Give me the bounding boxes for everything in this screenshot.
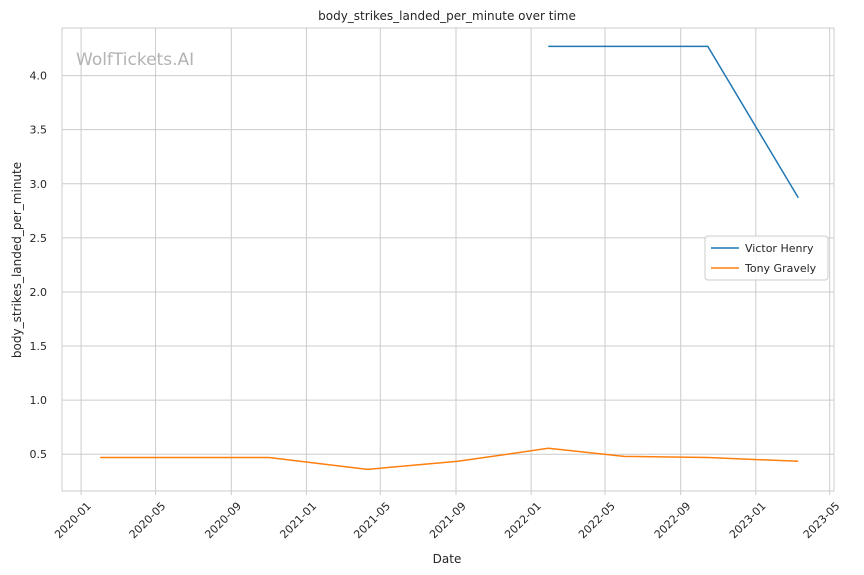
series-line-1 bbox=[100, 447, 799, 471]
grid bbox=[62, 28, 834, 495]
y-tick-label: 3.5 bbox=[30, 124, 48, 137]
y-tick-label: 1.5 bbox=[30, 340, 48, 353]
legend: Victor Henry Tony Gravely bbox=[704, 235, 829, 281]
chart-title: body_strikes_landed_per_minute over time bbox=[318, 9, 576, 23]
y-axis-title: body_strikes_landed_per_minute bbox=[10, 162, 24, 358]
y-tick-label: 4.0 bbox=[30, 70, 48, 83]
y-tick-label: 0.5 bbox=[30, 448, 48, 461]
watermark: WolfTickets.AI bbox=[76, 50, 194, 70]
series-line-0 bbox=[548, 45, 799, 199]
x-axis-title: Date bbox=[433, 552, 462, 566]
series-layer bbox=[100, 45, 799, 471]
y-tick-label: 2.0 bbox=[30, 286, 48, 299]
y-tick-label: 3.0 bbox=[30, 178, 48, 191]
legend-label: Tony Gravely bbox=[744, 262, 817, 275]
legend-label: Victor Henry bbox=[745, 242, 814, 255]
legend-box bbox=[704, 235, 829, 281]
y-tick-label: 2.5 bbox=[30, 232, 48, 245]
plot-frame bbox=[61, 27, 835, 492]
y-tick-labels: 0.5 1.0 1.5 2.0 2.5 3.0 3.5 4.0 bbox=[30, 70, 48, 462]
y-tick-label: 1.0 bbox=[30, 394, 48, 407]
